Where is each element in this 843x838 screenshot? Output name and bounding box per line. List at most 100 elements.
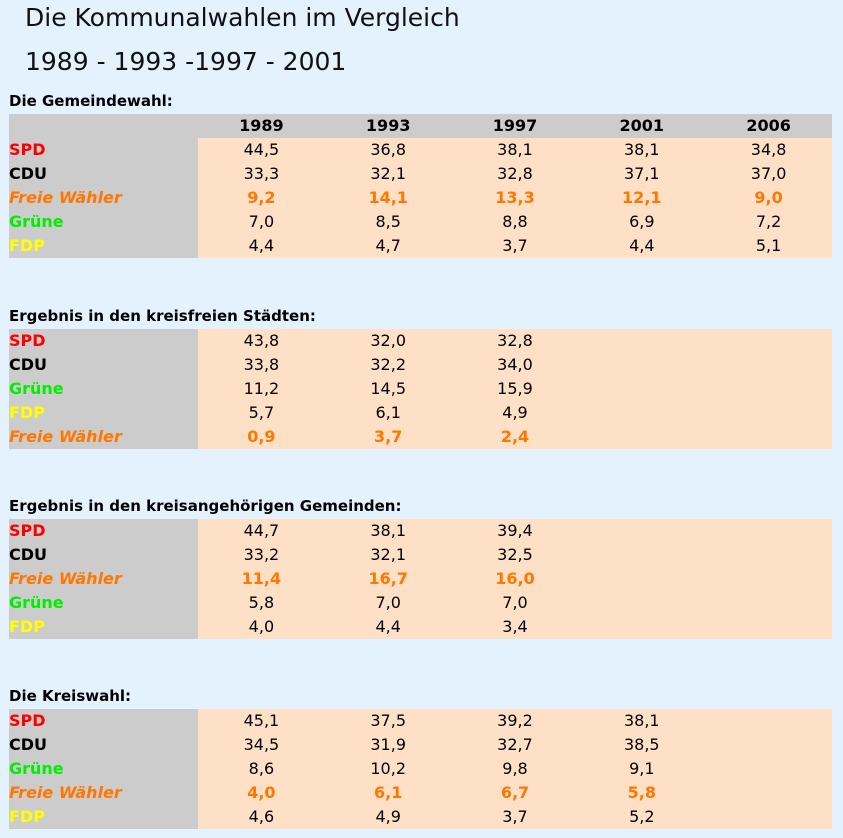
year-header: 1993 [324, 114, 452, 138]
value-cell: 38,1 [451, 138, 579, 162]
year-header: 1997 [451, 114, 579, 138]
party-label: Freie Wähler [9, 781, 198, 805]
value-cell: 38,1 [324, 519, 452, 543]
table-row: Freie Wähler 11,4 16,7 16,0 [9, 567, 832, 591]
party-label: SPD [9, 519, 198, 543]
table-row: SPD 43,8 32,0 32,8 [9, 329, 832, 353]
value-cell: 0,9 [198, 425, 325, 449]
value-cell: 12,1 [578, 186, 706, 210]
empty-cell [705, 733, 832, 757]
value-cell: 6,1 [324, 401, 452, 425]
value-cell: 37,5 [324, 709, 452, 733]
value-cell: 32,0 [324, 329, 452, 353]
value-cell: 32,8 [451, 329, 579, 353]
value-cell: 7,2 [705, 210, 832, 234]
value-cell: 38,1 [578, 138, 706, 162]
header-row: 1989 1993 1997 2001 2006 [9, 114, 832, 138]
empty-cell [705, 757, 832, 781]
party-label: Grüne [9, 377, 198, 401]
empty-cell [578, 353, 706, 377]
value-cell: 8,8 [451, 210, 579, 234]
year-header: 2006 [705, 114, 832, 138]
empty-cell [578, 377, 706, 401]
page-subtitle-years: 1989 - 1993 -1997 - 2001 [25, 47, 347, 76]
empty-cell [578, 567, 706, 591]
party-label: Freie Wähler [9, 567, 198, 591]
table-row: Grüne 5,8 7,0 7,0 [9, 591, 832, 615]
party-label: CDU [9, 353, 198, 377]
table-kreisangehoerige-gemeinden: SPD 44,7 38,1 39,4 CDU 33,2 32,1 32,5 Fr… [9, 519, 832, 639]
value-cell: 5,1 [705, 234, 832, 258]
table-row: FDP 4,6 4,9 3,7 5,2 [9, 805, 832, 829]
empty-cell [705, 401, 832, 425]
value-cell: 10,2 [324, 757, 452, 781]
party-label: FDP [9, 234, 198, 258]
empty-cell [705, 519, 832, 543]
value-cell: 9,0 [705, 186, 832, 210]
value-cell: 7,0 [451, 591, 579, 615]
value-cell: 11,4 [198, 567, 325, 591]
table-row: FDP 4,4 4,7 3,7 4,4 5,1 [9, 234, 832, 258]
party-label: Freie Wähler [9, 425, 198, 449]
empty-cell [705, 781, 832, 805]
value-cell: 8,5 [324, 210, 452, 234]
value-cell: 37,1 [578, 162, 706, 186]
table-row: CDU 33,3 32,1 32,8 37,1 37,0 [9, 162, 832, 186]
value-cell: 44,7 [198, 519, 325, 543]
section-heading-kreisangehoerige-gemeinden: Ergebnis in den kreisangehörigen Gemeind… [9, 497, 402, 515]
value-cell: 4,7 [324, 234, 452, 258]
year-header: 1989 [198, 114, 325, 138]
empty-cell [705, 543, 832, 567]
section-heading-kreiswahl: Die Kreiswahl: [9, 687, 132, 705]
value-cell: 4,4 [578, 234, 706, 258]
value-cell: 13,3 [451, 186, 579, 210]
value-cell: 39,2 [451, 709, 579, 733]
party-label: Grüne [9, 757, 198, 781]
empty-cell [578, 543, 706, 567]
section-heading-kreisfreie-staedte: Ergebnis in den kreisfreien Städten: [9, 307, 316, 325]
value-cell: 32,2 [324, 353, 452, 377]
party-label: FDP [9, 615, 198, 639]
value-cell: 43,8 [198, 329, 325, 353]
empty-cell [705, 377, 832, 401]
empty-cell [578, 425, 706, 449]
party-label: Grüne [9, 591, 198, 615]
empty-cell [578, 329, 706, 353]
empty-cell [578, 591, 706, 615]
table-row: SPD 44,5 36,8 38,1 38,1 34,8 [9, 138, 832, 162]
value-cell: 34,8 [705, 138, 832, 162]
value-cell: 33,8 [198, 353, 325, 377]
value-cell: 4,9 [451, 401, 579, 425]
empty-cell [705, 805, 832, 829]
table-row: FDP 4,0 4,4 3,4 [9, 615, 832, 639]
value-cell: 4,0 [198, 615, 325, 639]
value-cell: 7,0 [324, 591, 452, 615]
value-cell: 5,8 [198, 591, 325, 615]
value-cell: 4,0 [198, 781, 325, 805]
empty-cell [578, 519, 706, 543]
table-row: Grüne 7,0 8,5 8,8 6,9 7,2 [9, 210, 832, 234]
table-row: SPD 45,1 37,5 39,2 38,1 [9, 709, 832, 733]
value-cell: 7,0 [198, 210, 325, 234]
value-cell: 4,4 [324, 615, 452, 639]
value-cell: 31,9 [324, 733, 452, 757]
value-cell: 6,1 [324, 781, 452, 805]
value-cell: 2,4 [451, 425, 579, 449]
value-cell: 32,8 [451, 162, 579, 186]
value-cell: 16,0 [451, 567, 579, 591]
party-label: SPD [9, 138, 198, 162]
value-cell: 39,4 [451, 519, 579, 543]
party-label: CDU [9, 733, 198, 757]
value-cell: 32,5 [451, 543, 579, 567]
value-cell: 34,5 [198, 733, 325, 757]
table-row: Grüne 11,2 14,5 15,9 [9, 377, 832, 401]
table-row: FDP 5,7 6,1 4,9 [9, 401, 832, 425]
value-cell: 32,1 [324, 162, 452, 186]
value-cell: 3,7 [451, 805, 579, 829]
value-cell: 36,8 [324, 138, 452, 162]
value-cell: 33,3 [198, 162, 325, 186]
value-cell: 3,4 [451, 615, 579, 639]
party-label: CDU [9, 543, 198, 567]
value-cell: 32,7 [451, 733, 579, 757]
empty-cell [705, 329, 832, 353]
